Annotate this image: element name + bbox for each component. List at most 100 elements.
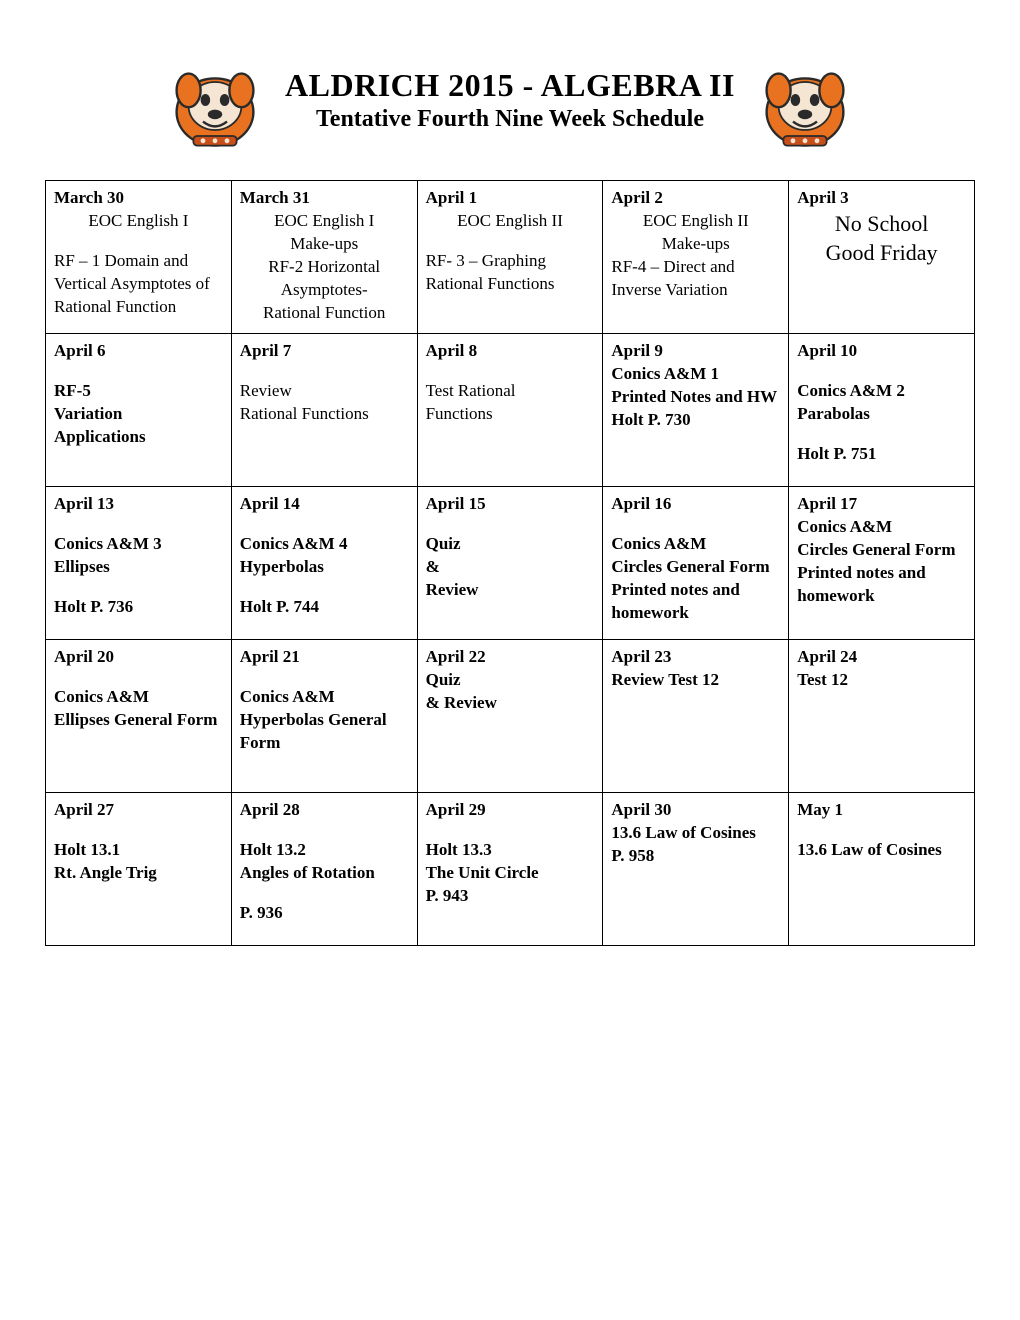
cell-line: Conics A&M bbox=[797, 516, 966, 539]
cell-line: Holt P. 751 bbox=[797, 443, 966, 466]
page-header: ALDRICH 2015 - ALGEBRA II Tentative Four… bbox=[45, 40, 975, 160]
cell-line: Conics A&M bbox=[54, 686, 223, 709]
cell-date: April 3 bbox=[797, 187, 966, 210]
cell-line bbox=[426, 822, 595, 839]
cell-line bbox=[240, 516, 409, 533]
schedule-cell: April 27Holt 13.1Rt. Angle Trig bbox=[46, 793, 232, 946]
cell-line: Parabolas bbox=[797, 403, 966, 426]
cell-line: EOC English I bbox=[54, 210, 223, 233]
cell-line: Printed notes and homework bbox=[611, 579, 780, 625]
cell-line: Ellipses General Form bbox=[54, 709, 223, 732]
cell-line: RF-4 – Direct and bbox=[611, 256, 780, 279]
table-row: April 13Conics A&M 3EllipsesHolt P. 736A… bbox=[46, 487, 975, 640]
cell-date: April 8 bbox=[426, 340, 595, 363]
cell-line: Ellipses bbox=[54, 556, 223, 579]
cell-line: Quiz bbox=[426, 669, 595, 692]
cell-line: Quiz bbox=[426, 533, 595, 556]
cell-line: Good Friday bbox=[797, 239, 966, 268]
cell-line: The Unit Circle bbox=[426, 862, 595, 885]
cell-line: & Review bbox=[426, 692, 595, 715]
cell-line: No School bbox=[797, 210, 966, 239]
schedule-cell: April 7ReviewRational Functions bbox=[231, 334, 417, 487]
cell-line: Hyperbolas General Form bbox=[240, 709, 409, 755]
schedule-cell: April 9Conics A&M 1Printed Notes and HWH… bbox=[603, 334, 789, 487]
schedule-cell: April 28Holt 13.2Angles of RotationP. 93… bbox=[231, 793, 417, 946]
schedule-cell: April 3No SchoolGood Friday bbox=[789, 181, 975, 334]
cell-line: & bbox=[426, 556, 595, 579]
cell-date: April 21 bbox=[240, 646, 409, 669]
cell-line: Conics A&M 1 bbox=[611, 363, 780, 386]
schedule-cell: April 16Conics A&MCircles General FormPr… bbox=[603, 487, 789, 640]
cell-date: March 30 bbox=[54, 187, 223, 210]
cell-line: EOC English II bbox=[611, 210, 780, 233]
schedule-cell: April 8 Test RationalFunctions bbox=[417, 334, 603, 487]
cell-line bbox=[54, 669, 223, 686]
cell-line: P. 943 bbox=[426, 885, 595, 908]
cell-line: Circles General Form bbox=[611, 556, 780, 579]
cell-line bbox=[426, 363, 595, 380]
table-row: March 30EOC English IRF – 1 Domain and V… bbox=[46, 181, 975, 334]
cell-date: April 7 bbox=[240, 340, 409, 363]
cell-line bbox=[54, 516, 223, 533]
cell-line: Rational Functions bbox=[426, 273, 595, 296]
cell-line: Conics A&M bbox=[240, 686, 409, 709]
cell-line: Printed Notes and HW bbox=[611, 386, 780, 409]
schedule-cell: April 10Conics A&M 2ParabolasHolt P. 751 bbox=[789, 334, 975, 487]
schedule-cell: April 23Review Test 12 bbox=[603, 640, 789, 793]
cell-line: EOC English I bbox=[240, 210, 409, 233]
table-row: April 20Conics A&MEllipses General Form A… bbox=[46, 640, 975, 793]
cell-date: April 24 bbox=[797, 646, 966, 669]
cell-line: Review bbox=[426, 579, 595, 602]
cell-line: Circles General Form bbox=[797, 539, 966, 562]
cell-date: April 6 bbox=[54, 340, 223, 363]
cell-line: P. 958 bbox=[611, 845, 780, 868]
cell-line: P. 936 bbox=[240, 902, 409, 925]
cell-line: Test 12 bbox=[797, 669, 966, 692]
schedule-cell: April 2EOC English IIMake-upsRF-4 – Dire… bbox=[603, 181, 789, 334]
cell-date: April 14 bbox=[240, 493, 409, 516]
cell-date: April 17 bbox=[797, 493, 966, 516]
cell-line: Functions bbox=[426, 403, 595, 426]
cell-line bbox=[240, 822, 409, 839]
cell-line bbox=[240, 669, 409, 686]
cell-line: Rational Function bbox=[240, 302, 409, 325]
cell-line bbox=[240, 885, 409, 902]
schedule-cell: April 3013.6 Law of CosinesP. 958 bbox=[603, 793, 789, 946]
cell-date: April 2 bbox=[611, 187, 780, 210]
schedule-cell: April 6RF-5VariationApplications bbox=[46, 334, 232, 487]
cell-date: April 29 bbox=[426, 799, 595, 822]
cell-line bbox=[426, 233, 595, 250]
cell-line: Asymptotes- bbox=[240, 279, 409, 302]
cell-line: Holt P. 744 bbox=[240, 596, 409, 619]
schedule-cell: April 20Conics A&MEllipses General Form bbox=[46, 640, 232, 793]
page-subtitle: Tentative Fourth Nine Week Schedule bbox=[285, 106, 735, 133]
cell-line: Holt 13.3 bbox=[426, 839, 595, 862]
cell-line: RF- 3 – Graphing bbox=[426, 250, 595, 273]
cell-line: Review Test 12 bbox=[611, 669, 780, 692]
schedule-cell: April 15Quiz&Review bbox=[417, 487, 603, 640]
cell-line bbox=[240, 363, 409, 380]
schedule-cell: May 113.6 Law of Cosines bbox=[789, 793, 975, 946]
cell-line: Conics A&M bbox=[611, 533, 780, 556]
cell-line: Test Rational bbox=[426, 380, 595, 403]
cell-line: Variation bbox=[54, 403, 223, 426]
schedule-cell: April 13Conics A&M 3EllipsesHolt P. 736 bbox=[46, 487, 232, 640]
cell-line bbox=[54, 233, 223, 250]
cell-line: RF-2 Horizontal bbox=[240, 256, 409, 279]
cell-date: April 13 bbox=[54, 493, 223, 516]
cell-line: Conics A&M 4 bbox=[240, 533, 409, 556]
table-row: April 27Holt 13.1Rt. Angle TrigApril 28H… bbox=[46, 793, 975, 946]
cell-line: Conics A&M 2 bbox=[797, 380, 966, 403]
cell-line: Rt. Angle Trig bbox=[54, 862, 223, 885]
schedule-cell: April 29 Holt 13.3The Unit CircleP. 943 bbox=[417, 793, 603, 946]
table-row: April 6RF-5VariationApplicationsApril 7R… bbox=[46, 334, 975, 487]
cell-line: Review bbox=[240, 380, 409, 403]
schedule-cell: March 30EOC English IRF – 1 Domain and V… bbox=[46, 181, 232, 334]
cell-line: Angles of Rotation bbox=[240, 862, 409, 885]
cell-line bbox=[54, 363, 223, 380]
page-title: ALDRICH 2015 - ALGEBRA II bbox=[285, 67, 735, 104]
cell-line: RF-5 bbox=[54, 380, 223, 403]
cell-line bbox=[611, 516, 780, 533]
schedule-table: March 30EOC English IRF – 1 Domain and V… bbox=[45, 180, 975, 946]
schedule-cell: April 17Conics A&MCircles General FormPr… bbox=[789, 487, 975, 640]
